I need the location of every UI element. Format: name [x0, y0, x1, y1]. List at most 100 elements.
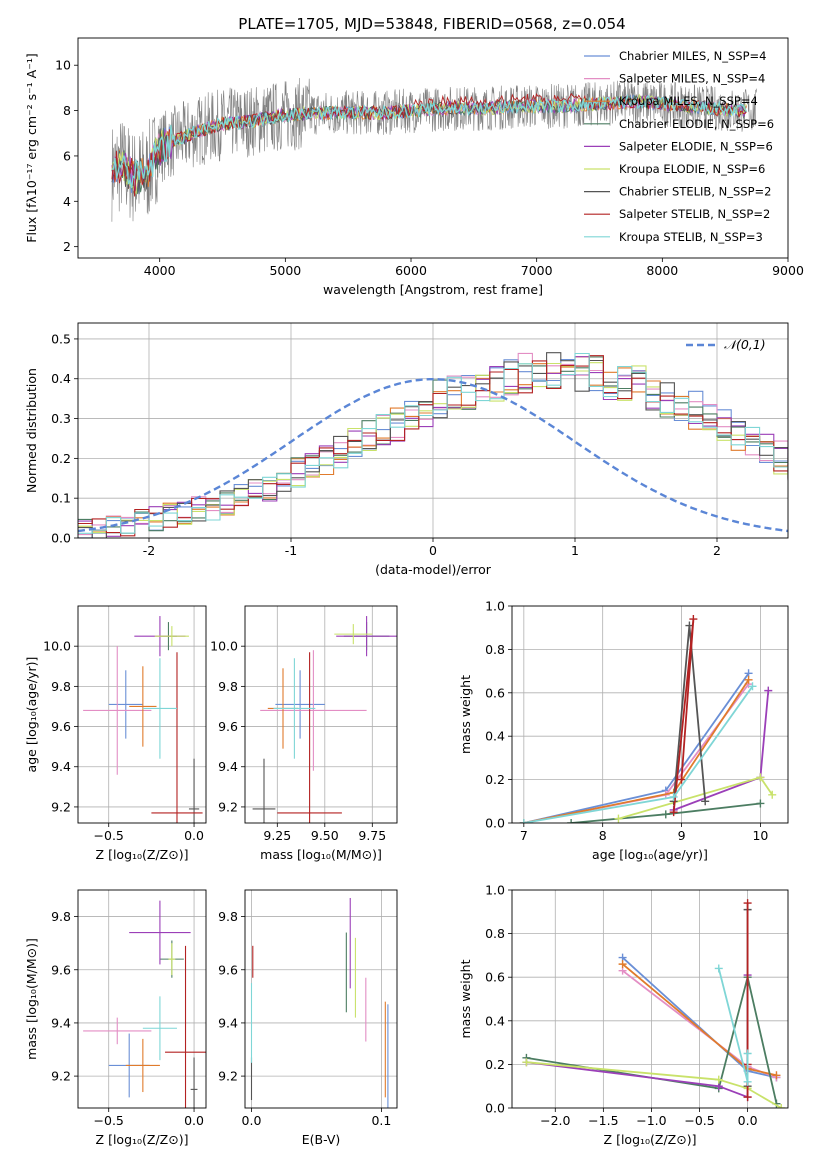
x-axis-label: wavelength [Angstrom, rest frame] — [323, 282, 543, 297]
residual-histogram-0 — [78, 358, 788, 538]
legend-label: Salpeter MILES, N_SSP=4 — [619, 72, 765, 86]
plot-area-residuals — [78, 323, 788, 538]
y-axis-label: mass weight — [458, 959, 473, 1038]
panel-age-vs-Z: −0.5 0.0 9.2 9.4 9.6 9.8 10.0 Z [log₁₀(Z/Z⊙)] ag… — [24, 605, 207, 862]
y-axis-label: Normed distribution — [24, 368, 39, 493]
x-tick-label: 0.1 — [371, 1113, 391, 1128]
x-tick-label: 10 — [752, 828, 768, 843]
x-tick-label: −0.5 — [684, 1113, 714, 1128]
plot-area-age-vs-Z — [78, 606, 206, 823]
y-tick-label: 1.0 — [485, 599, 505, 614]
y-axis-label: mass weight — [458, 675, 473, 754]
plus-marker — [669, 792, 678, 801]
y-tick-label: 0.2 — [485, 1057, 505, 1072]
residual-histogram-4 — [78, 356, 788, 537]
x-tick-label: 0.0 — [184, 828, 204, 843]
x-tick-label: 5000 — [269, 263, 301, 278]
y-tick-label: 8 — [63, 103, 71, 118]
plot-area-mass-vs-Z — [78, 890, 206, 1108]
y-tick-label: 9.6 — [218, 719, 238, 734]
x-tick-label: 2 — [713, 543, 721, 558]
legend-label: Chabrier ELODIE, N_SSP=6 — [619, 117, 774, 131]
x-axis-label: mass [log₁₀(M/M⊙)] — [260, 847, 382, 862]
plus-marker — [677, 775, 686, 784]
plus-marker — [669, 808, 678, 817]
plus-marker — [714, 1075, 723, 1084]
y-tick-label: 9.2 — [218, 1069, 238, 1084]
x-tick-label: −1.5 — [588, 1113, 618, 1128]
x-tick-label: −0.5 — [94, 828, 124, 843]
model-spectrum-6 — [111, 93, 747, 195]
y-tick-label: 9.4 — [218, 1015, 238, 1030]
legend-label: Kroupa ELODIE, N_SSP=6 — [619, 162, 765, 176]
axes-frame — [244, 605, 398, 824]
x-axis-label: E(B-V) — [302, 1132, 341, 1147]
y-tick-label: 0.6 — [485, 685, 505, 700]
legend-label: Kroupa MILES, N_SSP=4 — [619, 94, 758, 108]
y-axis-label: mass [log₁₀(M/M⊙)] — [24, 938, 39, 1060]
y-tick-label: 9.8 — [51, 909, 71, 924]
mass-weight-series-4 — [673, 690, 770, 811]
plus-marker — [661, 810, 670, 819]
y-tick-label: 9.8 — [51, 679, 71, 694]
axes-frame — [511, 889, 789, 1109]
plus-marker — [519, 819, 528, 823]
residual-histogram-6 — [78, 352, 788, 538]
y-tick-label: 0.6 — [485, 970, 505, 985]
x-tick-label: −1.0 — [636, 1113, 666, 1128]
plus-marker — [772, 1071, 781, 1080]
figure-title: PLATE=1705, MJD=53848, FIBERID=0568, z=0… — [238, 15, 625, 33]
y-tick-label: 0.1 — [51, 491, 71, 506]
plus-marker — [744, 675, 753, 684]
plus-marker — [743, 1077, 752, 1086]
mass-weight-series-1 — [523, 683, 750, 823]
y-tick-label: 9.4 — [218, 759, 238, 774]
x-tick-label: -2 — [143, 543, 155, 558]
mass-weight-series-5 — [618, 776, 773, 820]
x-axis-label: (data-model)/error — [375, 562, 492, 577]
x-tick-label: 1 — [571, 543, 579, 558]
y-tick-label: 9.8 — [218, 679, 238, 694]
y-tick-label: 0.5 — [51, 331, 71, 346]
y-tick-label: 10.0 — [210, 639, 238, 654]
plus-marker — [701, 797, 710, 806]
y-tick-label: 10 — [55, 58, 71, 73]
plot-area-mw-vs-age — [512, 606, 788, 823]
y-tick-label: 9.6 — [218, 962, 238, 977]
x-tick-label: −0.5 — [94, 1113, 124, 1128]
residual-histogram-3 — [78, 356, 788, 534]
x-tick-label: 0.0 — [242, 1113, 262, 1128]
legend-label: 𝒩(0,1) — [724, 337, 766, 352]
plot-area-mass-vs-ebv — [245, 890, 397, 1108]
plus-marker — [764, 686, 773, 695]
residual-histogram-5 — [78, 362, 788, 533]
x-tick-label: −2.0 — [540, 1113, 570, 1128]
plus-marker — [748, 682, 757, 691]
x-tick-label: 0.0 — [184, 1113, 204, 1128]
y-tick-label: 9.6 — [51, 962, 71, 977]
x-tick-label: 4000 — [144, 263, 176, 278]
y-tick-label: 0.3 — [51, 411, 71, 426]
mass-weight-series-5 — [526, 1061, 782, 1108]
x-tick-label: 0 — [429, 543, 437, 558]
y-tick-label: 9.4 — [51, 1015, 71, 1030]
y-tick-label: 0.4 — [51, 371, 71, 386]
x-tick-label: 6000 — [395, 263, 427, 278]
y-axis-label: Flux [fλ10⁻¹⁷ erg cm⁻² s⁻¹ A⁻¹] — [24, 53, 39, 242]
x-axis-label: age [log₁₀(age/yr)] — [592, 847, 708, 862]
x-tick-label: 0.0 — [738, 1113, 758, 1128]
y-tick-label: 0.8 — [485, 642, 505, 657]
y-tick-label: 0.0 — [485, 816, 505, 831]
y-tick-label: 9.2 — [51, 799, 71, 814]
plus-marker — [614, 814, 623, 823]
axes-frame — [77, 889, 207, 1109]
y-tick-label: 9.6 — [51, 719, 71, 734]
plus-marker — [743, 1093, 752, 1102]
plot-area-spectrum — [111, 77, 757, 222]
x-tick-label: 9 — [678, 828, 686, 843]
model-spectrum-8 — [111, 93, 748, 189]
x-tick-label: -1 — [285, 543, 297, 558]
y-tick-label: 9.2 — [218, 799, 238, 814]
y-tick-label: 0.2 — [485, 772, 505, 787]
